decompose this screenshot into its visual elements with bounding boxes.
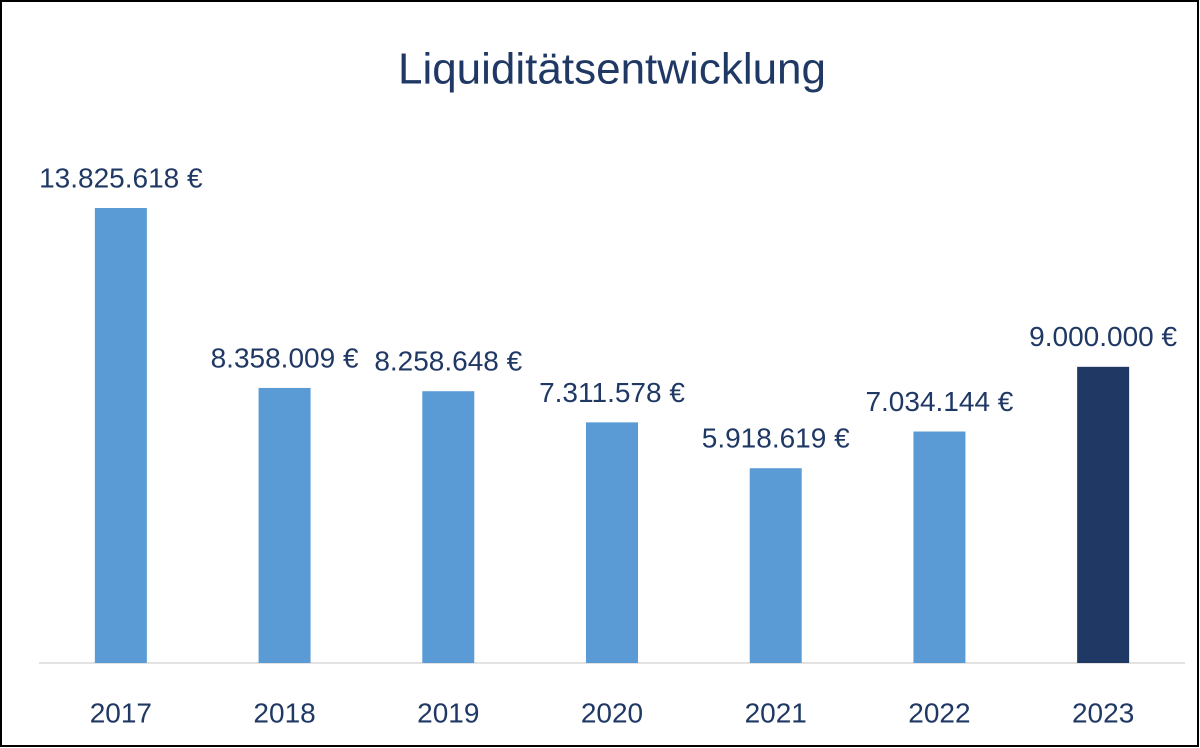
bar [913,431,966,663]
bar [258,387,311,663]
data-label: 7.034.144 € [865,386,1013,417]
x-tick-label: 2023 [1072,697,1134,728]
chart-title: Liquiditätsentwicklung [398,45,826,94]
data-label: 9.000.000 € [1029,321,1177,352]
x-tick-label: 2021 [745,697,807,728]
bar [422,391,475,663]
data-label: 5.918.619 € [702,423,850,454]
bar [586,422,638,663]
data-label: 8.258.648 € [374,346,522,377]
bar [94,208,147,663]
x-tick-label: 2018 [253,697,315,728]
bar [1077,366,1130,663]
bar [749,468,802,663]
data-label: 8.358.009 € [211,342,359,373]
x-tick-label: 2019 [417,697,479,728]
x-tick-label: 2022 [908,697,970,728]
x-tick-label: 2020 [581,697,643,728]
data-label: 7.311.578 € [539,377,685,408]
x-tick-label: 2017 [90,697,152,728]
data-label: 13.825.618 € [39,162,203,193]
